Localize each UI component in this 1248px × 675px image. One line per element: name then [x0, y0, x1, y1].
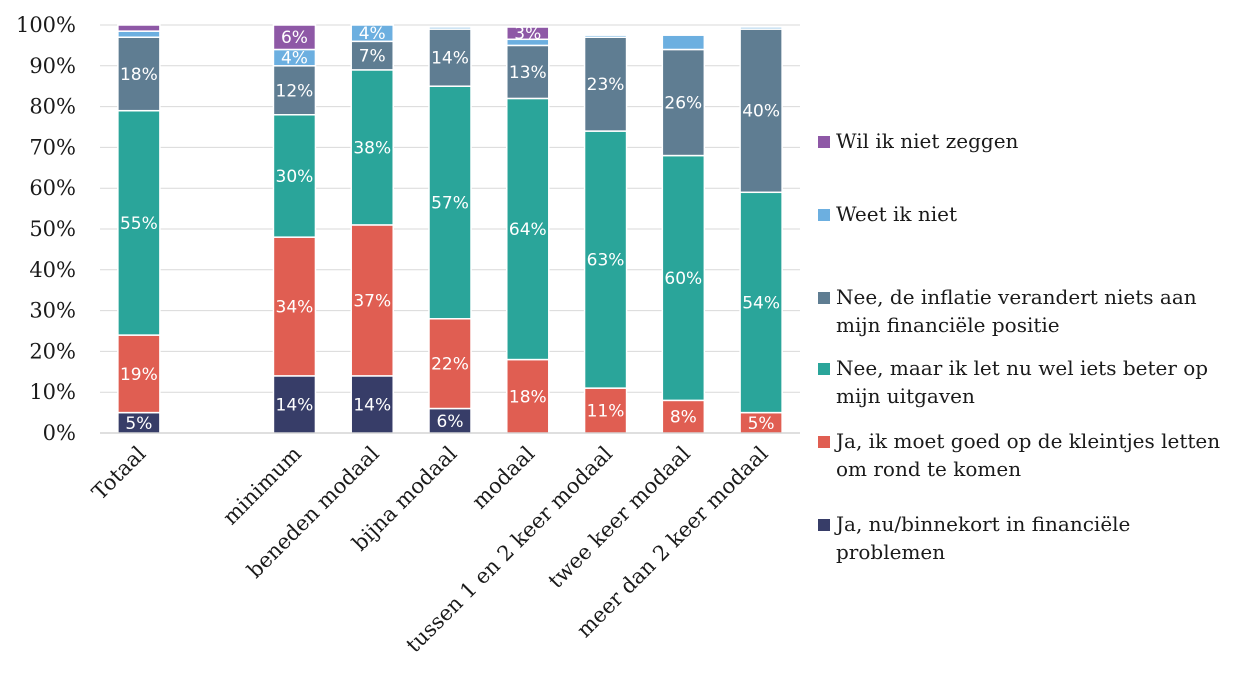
bar-segment — [350, 69, 394, 226]
data-label: 54% — [742, 293, 780, 313]
data-label: 64% — [509, 220, 547, 240]
legend-swatch — [818, 136, 830, 148]
legend-item: Ja, ik moet goed op de kleintjes letten … — [818, 427, 1241, 483]
bar-segment — [583, 36, 628, 132]
data-label: 18% — [120, 65, 158, 85]
data-label: 18% — [509, 387, 547, 407]
bar-segment — [350, 40, 394, 71]
legend-label: Ja, nu/binnekort in financiële problemen — [836, 512, 1131, 564]
data-label: 13% — [509, 63, 547, 83]
data-label: 34% — [276, 298, 314, 318]
data-label: 6% — [281, 28, 308, 48]
legend-label: Weet ik niet — [836, 202, 958, 226]
y-tick-label: 30% — [29, 299, 76, 323]
data-label: 11% — [587, 402, 625, 422]
data-label: 37% — [353, 291, 391, 311]
data-label: 55% — [120, 214, 158, 234]
bar-segment — [117, 334, 161, 414]
bar-segment — [272, 24, 317, 51]
data-label: 4% — [359, 24, 386, 44]
bar-segment — [661, 399, 706, 434]
y-tick-label: 70% — [29, 135, 76, 159]
bar-segment — [350, 24, 394, 43]
legend-item: Wil ik niet zeggen — [818, 127, 1241, 155]
y-tick-label: 20% — [29, 339, 76, 363]
x-tick-label: twee keer modaal — [544, 441, 696, 593]
data-label: 19% — [120, 365, 158, 385]
data-label: 26% — [664, 94, 702, 114]
legend-swatch — [818, 292, 830, 304]
data-label: 12% — [276, 81, 314, 101]
bar-segment — [661, 154, 706, 402]
x-tick-label: beneden modaal — [243, 441, 384, 582]
bar-segment — [428, 85, 472, 320]
bar-segment — [272, 236, 317, 377]
data-label: 22% — [431, 355, 469, 375]
bar-segment — [661, 34, 706, 51]
legend-item: Weet ik niet — [818, 200, 1241, 228]
y-tick-label: 50% — [29, 217, 76, 241]
data-label: 5% — [748, 414, 775, 434]
y-tick-label: 40% — [29, 258, 76, 282]
legend-label: Ja, ik moet goed op de kleintjes letten … — [836, 429, 1221, 481]
stacked-bar-chart: 0% 10% 20% 30% 40% 50% 60% 70% 80% 90% 100% 5% 19% 5… — [16, 13, 800, 657]
bar-segment — [506, 44, 550, 100]
bar-segment — [117, 109, 161, 336]
y-tick-label: 10% — [29, 380, 76, 404]
data-label: 8% — [670, 408, 697, 428]
x-tick-label: modaal — [467, 441, 539, 513]
data-label: 60% — [664, 269, 702, 289]
legend-item: Nee, de inflatie verandert niets aan mij… — [818, 283, 1241, 339]
legend-swatch — [818, 519, 830, 531]
bar-segment — [739, 28, 783, 194]
legend-label: Nee, de inflatie verandert niets aan mij… — [836, 285, 1197, 337]
bar-segment — [272, 114, 317, 238]
bar-segment — [661, 48, 706, 157]
data-label: 7% — [359, 47, 386, 67]
bar-segment — [583, 130, 628, 389]
legend-swatch — [818, 209, 830, 221]
y-tick-label: 60% — [29, 176, 76, 200]
data-label: 14% — [353, 395, 391, 415]
bar-segment — [272, 65, 317, 116]
bar-segment — [117, 24, 161, 32]
y-tick-label: 0% — [43, 421, 76, 445]
legend-item: Ja, nu/binnekort in financiële problemen — [818, 510, 1241, 566]
legend-item: Nee, maar ik let nu wel iets beter op mi… — [818, 354, 1241, 410]
y-axis: 0% 10% 20% 30% 40% 50% 60% 70% 80% 90% 100% — [16, 13, 76, 445]
y-tick-label: 100% — [16, 13, 76, 37]
bar-segment — [583, 34, 628, 38]
bar-segment — [117, 36, 161, 112]
bar-segment — [350, 375, 394, 434]
legend-swatch — [818, 436, 830, 448]
data-label: 5% — [125, 414, 152, 434]
data-label: 4% — [281, 49, 308, 69]
data-label: 38% — [353, 138, 391, 158]
bar-segment — [428, 26, 472, 30]
data-label: 6% — [437, 412, 464, 432]
data-label: 14% — [431, 49, 469, 69]
y-tick-label: 80% — [29, 95, 76, 119]
bar-segment — [506, 97, 550, 361]
data-label: 57% — [431, 193, 469, 213]
bar-segment — [117, 30, 161, 38]
data-label: 23% — [587, 75, 625, 95]
data-label: 3% — [514, 24, 541, 44]
y-tick-label: 90% — [29, 54, 76, 78]
bar-segment — [739, 26, 783, 30]
bar-segment — [506, 26, 550, 41]
data-label: 14% — [276, 395, 314, 415]
segment-labels: 5%19%55%18%14%34%30%12%4%6%14%37%38%7%4%… — [120, 24, 780, 434]
data-label: 40% — [742, 102, 780, 122]
data-label: 63% — [587, 251, 625, 271]
legend-swatch — [818, 363, 830, 375]
data-label: 30% — [276, 167, 314, 187]
legend: Wil ik niet zeggen Weet ik niet Nee, de in… — [818, 0, 1248, 675]
x-tick-label: Totaal — [87, 441, 150, 504]
legend-label: Wil ik niet zeggen — [836, 129, 1019, 153]
legend-label: Nee, maar ik let nu wel iets beter op mi… — [836, 356, 1209, 408]
bar-segments — [117, 24, 783, 434]
bar-segment — [272, 375, 317, 434]
